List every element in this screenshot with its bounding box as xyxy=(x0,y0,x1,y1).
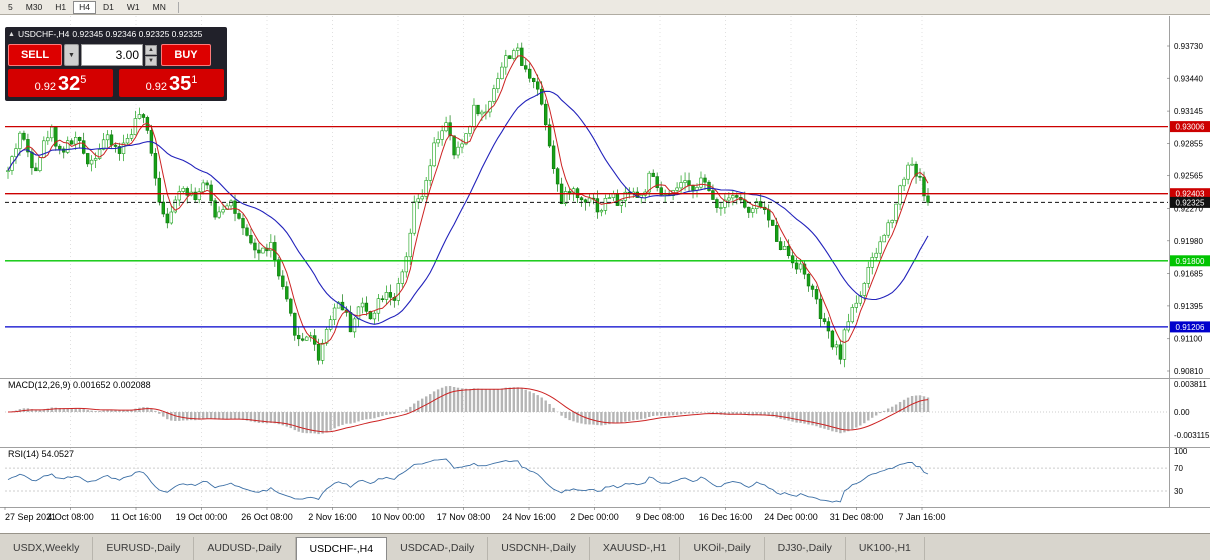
chevron-down-icon: ▼ xyxy=(68,51,75,59)
ma-fast-line xyxy=(7,55,929,345)
price-axis-label: 0.92565 xyxy=(1174,172,1203,181)
price-axis-label: 0.93730 xyxy=(1174,42,1203,51)
price-axis-label: 0.92270 xyxy=(1174,205,1203,214)
collapse-arrow-icon[interactable]: ▲ xyxy=(8,30,15,38)
price-badge xyxy=(1170,196,1210,208)
volume-input[interactable] xyxy=(81,44,143,66)
sell-price-main: 32 xyxy=(58,73,81,95)
macd-axis-label: 0.00 xyxy=(1174,408,1190,417)
volume-decrease-button[interactable]: ▼ xyxy=(145,55,157,66)
chart-tab-eurusd-daily[interactable]: EURUSD-,Daily xyxy=(93,537,195,560)
date-axis-label: 4 Oct 08:00 xyxy=(47,512,94,522)
price-axis-label: 0.91100 xyxy=(1174,335,1203,344)
sell-price-pip: 5 xyxy=(80,74,87,86)
date-axis-label: 31 Dec 08:00 xyxy=(830,512,884,522)
chart-tab-usdx-weekly[interactable]: USDX,Weekly xyxy=(0,537,94,560)
price-badge-label: 0.93006 xyxy=(1176,123,1205,132)
rsi-line xyxy=(7,458,929,503)
chart-tab-xauusd-h1[interactable]: XAUUSD-,H1 xyxy=(590,537,681,560)
date-axis-label: 11 Oct 16:00 xyxy=(111,512,162,522)
macd-axis-label: 0.003811 xyxy=(1174,380,1207,389)
macd-signal-line xyxy=(7,387,929,433)
date-axis-label: 2 Nov 16:00 xyxy=(308,512,357,522)
chart-symbol-label: USDCHF-,H4 xyxy=(17,29,70,39)
price-badge-label: 0.91206 xyxy=(1176,323,1205,332)
chart-header-bar: ▲ USDCHF-,H4 0.92345 0.92346 0.92325 0.9… xyxy=(8,27,224,41)
timeframe-button-5[interactable]: 5 xyxy=(2,1,19,14)
timeframe-button-d1[interactable]: D1 xyxy=(97,1,120,14)
timeframe-button-m30[interactable]: M30 xyxy=(20,1,49,14)
order-entry-row: SELL ▼ ▲ ▼ BUY xyxy=(8,44,224,66)
chart-tab-usdchf-h4[interactable]: USDCHF-,H4 xyxy=(295,537,388,560)
buy-price-pip: 1 xyxy=(191,74,198,86)
ma-slow-line xyxy=(7,90,929,325)
date-axis-label: 9 Dec 08:00 xyxy=(636,512,685,522)
buy-price-prefix: 0.92 xyxy=(145,81,168,93)
price-badge xyxy=(1170,255,1210,267)
timeframe-toolbar: 5 M30 H1 H4 D1 W1 MN xyxy=(0,0,1210,15)
chart-tab-ukoil-daily[interactable]: UKOil-,Daily xyxy=(680,537,765,560)
date-axis-label: 24 Nov 16:00 xyxy=(502,512,556,522)
price-axis-label: 0.91395 xyxy=(1174,302,1203,311)
rsi-axis-label: 100 xyxy=(1174,447,1188,456)
price-axis-label: 0.93145 xyxy=(1174,107,1203,116)
volume-stepper: ▲ ▼ xyxy=(145,44,157,66)
date-axis-label: 17 Nov 08:00 xyxy=(437,512,491,522)
price-badge xyxy=(1170,321,1210,333)
price-badge xyxy=(1170,188,1210,200)
rsi-axis-label: 30 xyxy=(1174,487,1183,496)
date-axis-label: 2 Dec 00:00 xyxy=(570,512,619,522)
rsi-axis-label: 70 xyxy=(1174,464,1183,473)
chart-tab-usdcad-daily[interactable]: USDCAD-,Daily xyxy=(387,537,489,560)
chart-tab-bar: USDX,Weekly EURUSD-,Daily AUDUSD-,Daily USD… xyxy=(0,533,1210,560)
volume-dropdown-button[interactable]: ▼ xyxy=(64,44,79,66)
one-click-trading-panel: ▲ USDCHF-,H4 0.92345 0.92346 0.92325 0.9… xyxy=(5,27,227,101)
rsi-indicator-label: RSI(14) 54.0527 xyxy=(8,449,75,459)
sell-price-display[interactable]: 0.92 32 5 xyxy=(8,69,113,97)
macd-histogram xyxy=(10,386,930,435)
date-axis-label: 7 Jan 16:00 xyxy=(898,512,945,522)
date-axis-label: 24 Dec 00:00 xyxy=(764,512,818,522)
buy-price-display[interactable]: 0.92 35 1 xyxy=(119,69,224,97)
date-axis-label: 10 Nov 00:00 xyxy=(371,512,425,522)
volume-increase-button[interactable]: ▲ xyxy=(145,44,157,55)
date-axis-label: 26 Oct 08:00 xyxy=(241,512,293,522)
timeframe-button-h4[interactable]: H4 xyxy=(73,0,97,14)
chart-tab-uk100-h1[interactable]: UK100-,H1 xyxy=(846,537,925,560)
chart-tab-audusd-daily[interactable]: AUDUSD-,Daily xyxy=(194,537,296,560)
timeframe-button-mn[interactable]: MN xyxy=(147,1,172,14)
price-axis-label: 0.93440 xyxy=(1174,74,1203,83)
price-badge-label: 0.92325 xyxy=(1176,198,1205,207)
buy-button[interactable]: BUY xyxy=(161,44,211,66)
date-axis-label: 27 Sep 2021 xyxy=(5,512,56,522)
price-axis-label: 0.91685 xyxy=(1174,270,1203,279)
chart-ohlc-values: 0.92345 0.92346 0.92325 0.92325 xyxy=(72,29,203,39)
macd-axis-label: -0.003115 xyxy=(1174,431,1210,440)
buy-price-main: 35 xyxy=(169,73,192,95)
price-badge xyxy=(1170,121,1210,133)
price-axis-label: 0.91980 xyxy=(1174,237,1203,246)
bid-ask-price-row: 0.92 32 5 0.92 35 1 xyxy=(8,69,224,97)
price-axis-label: 0.92855 xyxy=(1174,139,1203,148)
date-axis-label: 16 Dec 16:00 xyxy=(699,512,753,522)
price-axis-label: 0.90810 xyxy=(1174,367,1203,376)
macd-indicator-label: MACD(12,26,9) 0.001652 0.002088 xyxy=(8,380,151,390)
price-badge-label: 0.91800 xyxy=(1176,257,1205,266)
sell-price-prefix: 0.92 xyxy=(34,81,57,93)
sell-button[interactable]: SELL xyxy=(8,44,62,66)
timeframe-button-w1[interactable]: W1 xyxy=(121,1,146,14)
chart-tab-usdcnh-daily[interactable]: USDCNH-,Daily xyxy=(488,537,590,560)
price-badge-label: 0.92403 xyxy=(1176,190,1205,199)
toolbar-separator xyxy=(177,1,179,13)
date-axis-label: 19 Oct 00:00 xyxy=(176,512,228,522)
chart-tab-dj30-daily[interactable]: DJ30-,Daily xyxy=(765,537,846,560)
timeframe-button-h1[interactable]: H1 xyxy=(49,1,72,14)
